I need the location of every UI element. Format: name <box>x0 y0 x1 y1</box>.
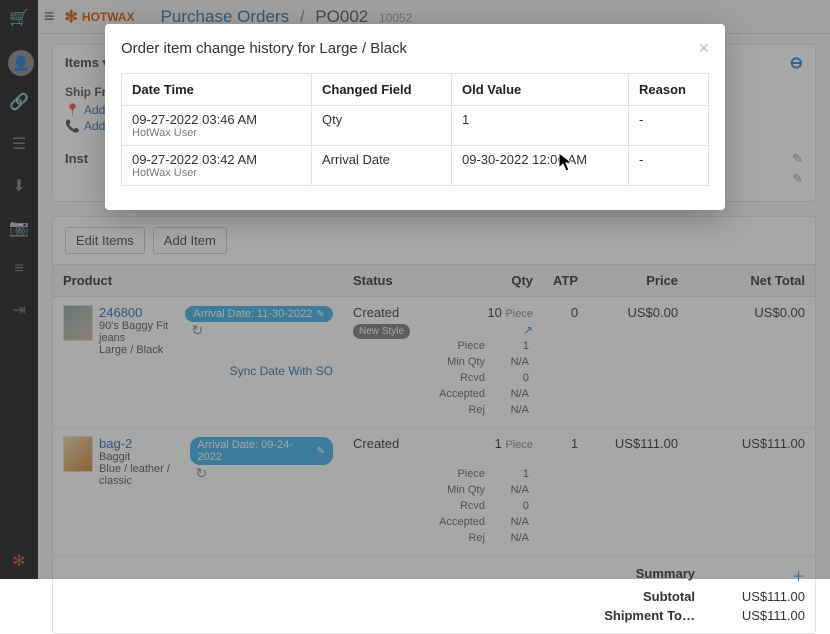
shipment-label: Shipment To… <box>575 608 695 623</box>
cursor-icon <box>558 152 574 174</box>
shipment-value: US$111.00 <box>725 608 805 623</box>
subtotal-label: Subtotal <box>575 589 695 604</box>
mth-datetime: Date Time <box>122 74 312 106</box>
subtotal-value: US$111.00 <box>725 589 805 604</box>
history-modal: Order item change history for Large / Bl… <box>105 24 725 210</box>
history-row: 09-27-2022 03:46 AMHotWax UserQty1- <box>122 106 709 146</box>
mth-field: Changed Field <box>312 74 452 106</box>
history-table: Date Time Changed Field Old Value Reason… <box>121 73 709 186</box>
modal-title: Order item change history for Large / Bl… <box>121 40 407 57</box>
modal-overlay[interactable]: Order item change history for Large / Bl… <box>0 0 830 579</box>
mth-reason: Reason <box>629 74 709 106</box>
history-row: 09-27-2022 03:42 AMHotWax UserArrival Da… <box>122 146 709 186</box>
mth-old: Old Value <box>452 74 629 106</box>
close-icon[interactable]: × <box>698 38 709 59</box>
